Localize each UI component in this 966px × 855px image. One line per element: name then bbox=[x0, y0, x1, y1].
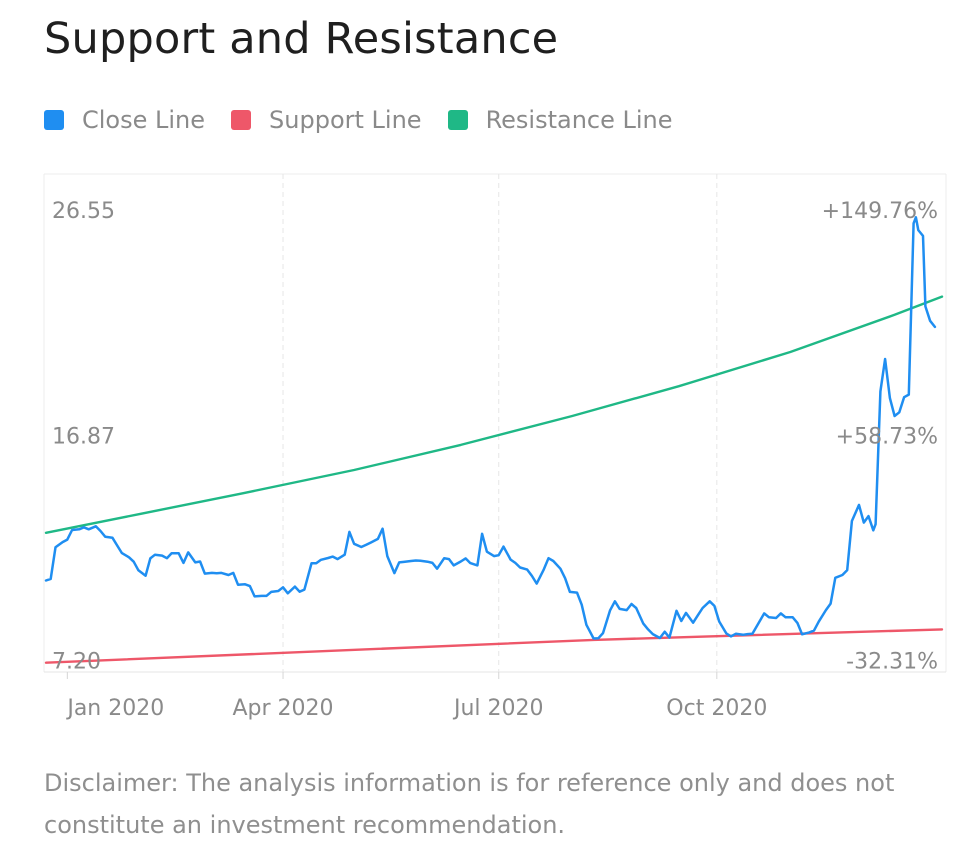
legend-item-close[interactable]: Close Line bbox=[44, 106, 205, 134]
y-tick-label-left: 16.87 bbox=[52, 424, 115, 449]
x-tick-label: Jan 2020 bbox=[65, 696, 164, 721]
x-tick-label: Apr 2020 bbox=[233, 696, 334, 721]
support-line bbox=[44, 628, 944, 664]
legend-label-resistance: Resistance Line bbox=[485, 106, 673, 134]
chart-legend: Close Line Support Line Resistance Line bbox=[44, 106, 673, 134]
x-tick-label: Jul 2020 bbox=[452, 696, 544, 721]
legend-swatch-close bbox=[44, 110, 64, 130]
legend-swatch-support bbox=[231, 110, 252, 130]
legend-label-support: Support Line bbox=[269, 106, 422, 134]
x-tick-label: Oct 2020 bbox=[666, 696, 767, 721]
legend-item-resistance[interactable]: Resistance Line bbox=[447, 106, 673, 134]
legend-item-support[interactable]: Support Line bbox=[231, 106, 422, 134]
y-tick-label-right: -32.31% bbox=[846, 649, 938, 674]
chart-title: Support and Resistance bbox=[44, 14, 559, 64]
resistance-line bbox=[44, 295, 944, 534]
y-tick-label-left: 7.20 bbox=[52, 649, 101, 674]
y-tick-label-right: +58.73% bbox=[836, 424, 938, 449]
close-line bbox=[44, 216, 937, 640]
disclaimer-text: Disclaimer: The analysis information is … bbox=[44, 769, 895, 839]
y-tick-label-right: +149.76% bbox=[822, 199, 938, 224]
legend-label-close: Close Line bbox=[82, 106, 206, 134]
legend-swatch-resistance bbox=[447, 110, 468, 130]
y-tick-label-left: 26.55 bbox=[52, 199, 115, 224]
